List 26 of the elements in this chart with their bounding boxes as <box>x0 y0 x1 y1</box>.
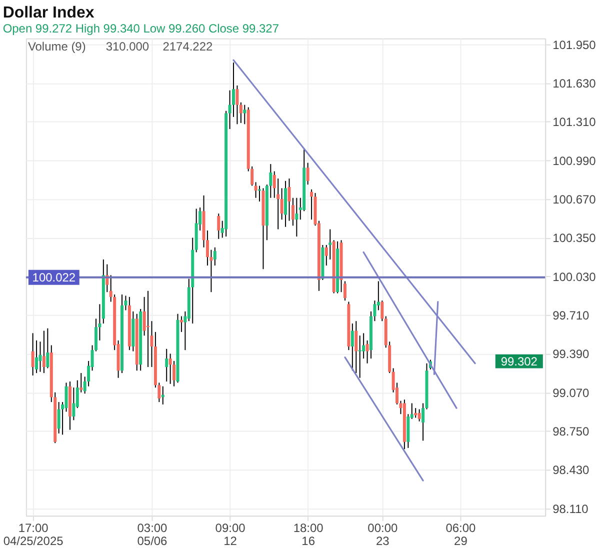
annotation: 2174.222 <box>162 39 213 54</box>
y-tick-label: 101.950 <box>552 38 596 52</box>
y-tick-label: 98.750 <box>552 424 590 439</box>
y-tick-label: 100.990 <box>552 154 596 168</box>
x-tick-label: 17:00 04/25/2025 <box>3 521 64 548</box>
y-tick-label: 101.310 <box>552 115 596 130</box>
y-tick-label: 101.630 <box>552 76 596 91</box>
y-tick-label: 100.350 <box>552 231 596 246</box>
chart-title: Dollar Index <box>2 4 94 22</box>
x-tick-label: 18:00 16 <box>293 521 324 548</box>
y-tick-label: 98.110 <box>552 502 589 516</box>
annotation: 99.302 <box>500 354 538 368</box>
annotation: 310.000 <box>106 39 150 54</box>
x-tick-label: 03:00 05/06 <box>137 521 168 548</box>
y-tick-label: 98.430 <box>552 463 590 478</box>
y-tick-label: 100.030 <box>552 270 596 284</box>
x-tick-label: 06:00 29 <box>446 521 476 548</box>
y-tick-label: 99.070 <box>552 386 590 400</box>
ref-line-label: 100.022 <box>32 270 76 284</box>
x-tick-label: 09:00 12 <box>215 521 246 548</box>
annotation: Volume (9) <box>28 39 86 54</box>
x-tick-label: 00:00 23 <box>368 521 398 548</box>
y-tick-label: 99.390 <box>552 347 590 362</box>
y-tick-label: 99.710 <box>552 308 590 323</box>
y-tick-label: 100.670 <box>552 192 596 207</box>
chart-subtitle: Open 99.272 High 99.340 Low 99.260 Close 99.327 <box>2 21 280 36</box>
